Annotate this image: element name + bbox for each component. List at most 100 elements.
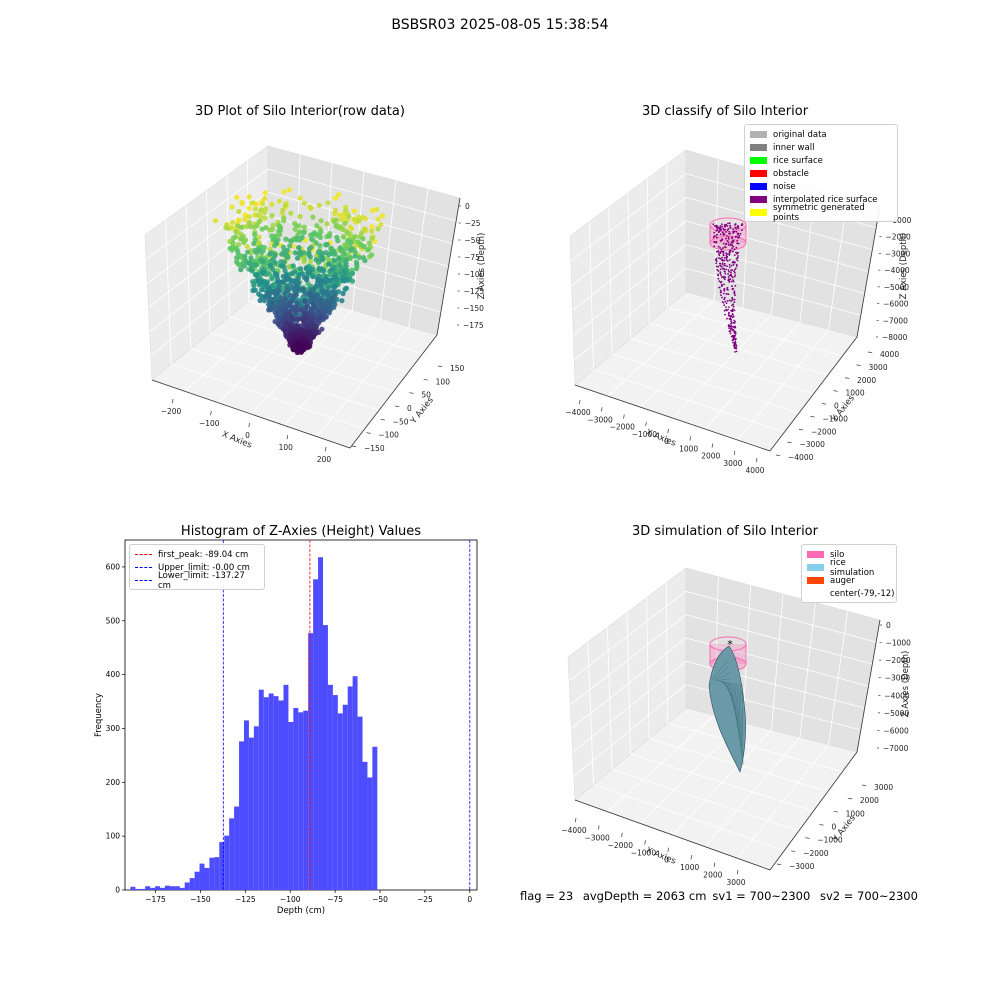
y-tick-mark: [366, 432, 371, 434]
scatter-point: [310, 237, 316, 243]
histogram-bar: [239, 741, 244, 890]
classified-point: [733, 275, 736, 278]
classified-point: [741, 223, 744, 225]
panel2-title: 3D classify of Silo Interior: [641, 104, 809, 119]
histogram-bar: [283, 684, 289, 890]
classified-point: [721, 223, 723, 226]
scatter-point: [351, 208, 357, 214]
x-tick-label: −125: [235, 895, 256, 904]
classified-point: [728, 270, 730, 273]
histogram-bar: [263, 697, 269, 890]
y-tick-label: 0: [832, 823, 837, 832]
classified-point: [716, 268, 719, 271]
classified-point: [728, 231, 730, 233]
y-tick-mark: [798, 428, 804, 431]
classified-point: [728, 314, 731, 317]
y-tick-label: 500: [106, 616, 121, 625]
classified-point: [721, 263, 724, 266]
z-tick-label: −5000: [884, 709, 910, 718]
classified-point: [732, 287, 735, 290]
scatter-point: [235, 242, 242, 248]
scatter-point: [337, 262, 343, 268]
classified-point: [721, 266, 723, 268]
scatter-point: [248, 255, 254, 261]
legend-label: original data: [773, 129, 827, 140]
classified-point: [733, 309, 736, 312]
scatter-point: [346, 213, 352, 219]
classified-point: [730, 244, 732, 247]
classified-point: [734, 227, 737, 229]
scatter-point: [298, 266, 304, 272]
z-tick-label: −3000: [885, 674, 911, 683]
scatter-point: [288, 210, 294, 216]
classified-point: [721, 267, 724, 270]
scatter-point: [321, 289, 327, 295]
scatter-point: [333, 207, 339, 213]
scatter-point: [358, 241, 364, 247]
x-tick-label: 0: [245, 431, 250, 440]
x-tick-mark: [324, 446, 327, 452]
y-tick-label: 600: [106, 562, 121, 571]
y-tick-label: 100: [436, 377, 451, 386]
classified-point: [725, 252, 728, 255]
y-tick-label: −2000: [803, 849, 829, 858]
x-tick-label: 2000: [703, 871, 722, 880]
scatter-point: [239, 200, 245, 206]
classified-point: [719, 233, 722, 236]
legend-item-lower-limit: Lower_limit: -137.27 cm: [135, 571, 259, 591]
classified-point: [729, 259, 731, 261]
y-tick-mark: [437, 365, 443, 368]
scatter-point: [375, 216, 381, 222]
classified-point: [715, 225, 718, 228]
scatter-point: [339, 298, 345, 304]
scatter-point: [338, 217, 344, 223]
scatter-point: [251, 283, 257, 289]
classified-point: [737, 242, 740, 245]
classified-point: [730, 271, 732, 274]
legend-label: obstacle: [773, 168, 809, 179]
classified-point: [723, 298, 726, 301]
scatter-point: [241, 263, 247, 269]
scatter-point: [330, 248, 336, 255]
scatter-point: [353, 266, 359, 272]
classified-point: [731, 309, 734, 311]
scatter-point: [328, 267, 335, 273]
y-tick-label: 100: [106, 832, 121, 841]
scatter-point: [280, 207, 286, 213]
scatter-point: [302, 298, 308, 304]
y-tick-mark: [805, 837, 810, 839]
classified-point: [724, 300, 727, 303]
y-tick-label: 3000: [874, 783, 893, 792]
classified-point: [736, 232, 739, 235]
surface-mesh-line: [733, 682, 739, 735]
scatter-point: [356, 254, 362, 261]
classified-point: [734, 274, 737, 276]
x-tick-label: −1000: [632, 430, 658, 439]
scatter-point: [320, 256, 326, 263]
classified-point: [719, 281, 722, 284]
scatter-point: [292, 309, 299, 315]
classified-point: [729, 226, 732, 229]
scatter-point: [242, 216, 248, 222]
classified-point: [725, 242, 728, 245]
classified-point: [735, 246, 738, 249]
x-tick-label: −175: [145, 895, 166, 904]
scatter-point: [304, 265, 310, 271]
scatter-point: [332, 195, 339, 201]
scatter-point: [212, 218, 219, 224]
scatter-point: [297, 249, 303, 255]
scatter-point: [301, 256, 308, 262]
y-tick-label: 0: [407, 404, 412, 413]
legend-swatch: [750, 144, 767, 151]
scatter-point: [284, 247, 290, 253]
z-axis-line: [856, 205, 881, 338]
scatter-point: [318, 218, 324, 224]
histogram-bar: [164, 885, 170, 890]
y-tick-label: −1000: [817, 836, 843, 845]
scatter-point: [233, 228, 239, 235]
scatter-point: [261, 298, 268, 304]
classified-point: [713, 231, 716, 234]
scatter-point: [313, 257, 319, 263]
